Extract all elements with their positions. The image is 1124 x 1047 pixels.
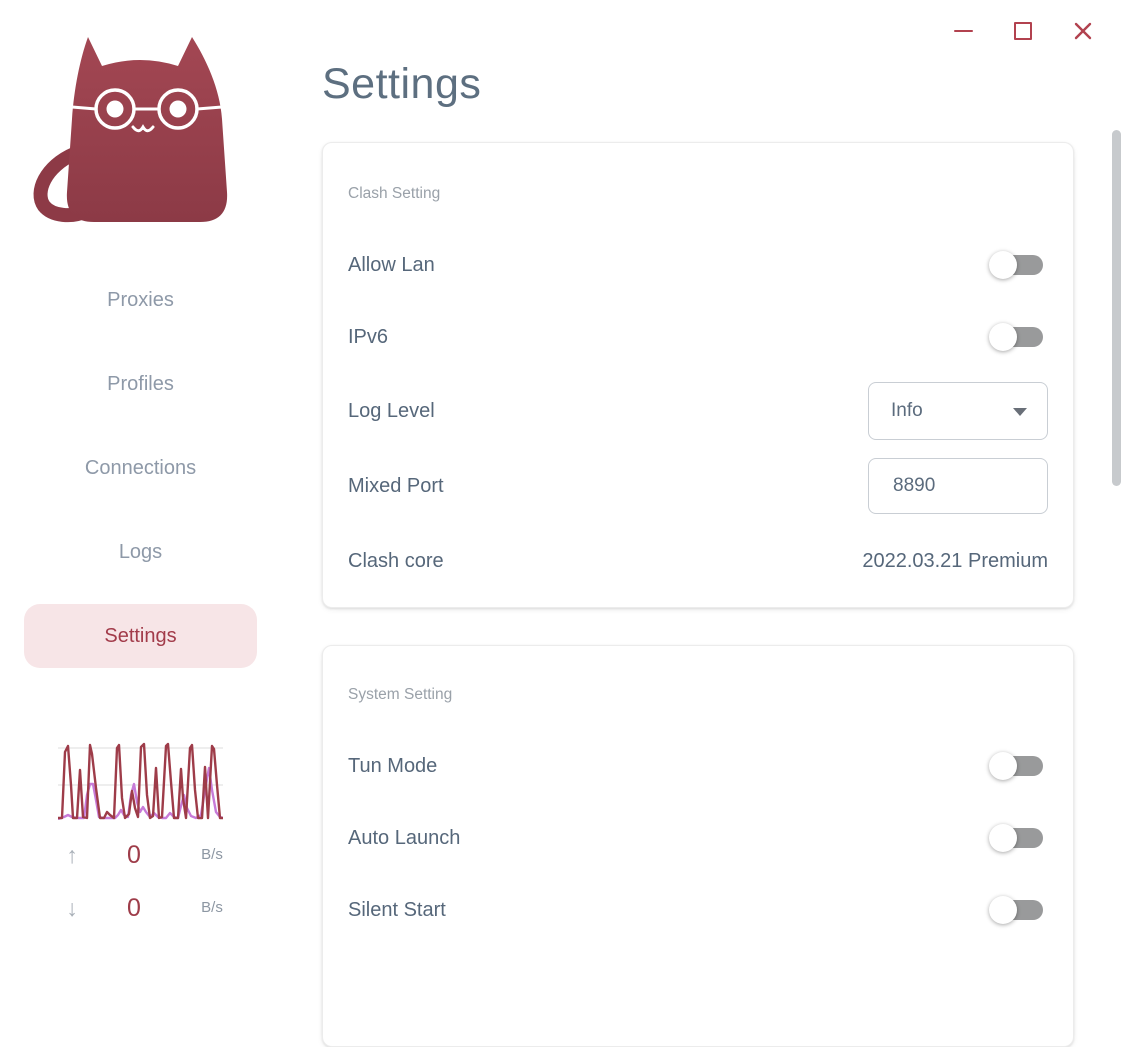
- sidebar-item-label: Settings: [104, 624, 177, 647]
- mixed-port-input[interactable]: [868, 458, 1048, 514]
- switch-knob: [989, 323, 1017, 351]
- ipv6-label: IPv6: [348, 325, 389, 348]
- card-title: Clash Setting: [348, 185, 441, 202]
- download-unit: B/s: [201, 899, 223, 916]
- mixed-port-label: Mixed Port: [348, 474, 444, 497]
- tun-mode-switch[interactable]: [989, 751, 1043, 781]
- sidebar-item-settings[interactable]: Settings: [24, 604, 257, 668]
- system-setting-card: System Setting Tun Mode Auto Launch Sile…: [322, 645, 1074, 1047]
- switch-knob: [989, 251, 1017, 279]
- silent-start-label: Silent Start: [348, 898, 446, 921]
- auto-launch-row: Auto Launch: [348, 808, 1048, 868]
- close-button[interactable]: [1067, 15, 1099, 47]
- switch-knob: [989, 824, 1017, 852]
- traffic-graph: [58, 742, 223, 820]
- close-icon: [1074, 22, 1092, 40]
- cat-logo-icon: [33, 37, 228, 223]
- tun-mode-label: Tun Mode: [348, 754, 438, 777]
- scrollbar-thumb[interactable]: [1112, 130, 1121, 486]
- maximize-button[interactable]: [1007, 15, 1039, 47]
- sidebar-item-connections[interactable]: Connections: [24, 436, 257, 500]
- clash-setting-card: Clash Setting Allow Lan IPv6 Log Level I…: [322, 142, 1074, 608]
- allow-lan-row: Allow Lan: [348, 235, 1048, 295]
- ipv6-switch[interactable]: [989, 322, 1043, 352]
- mixed-port-row: Mixed Port: [348, 456, 1048, 516]
- upload-stat-row: ↑ 0 B/s: [50, 840, 240, 870]
- page-title: Settings: [322, 60, 482, 108]
- sidebar-item-profiles[interactable]: Profiles: [24, 352, 257, 416]
- auto-launch-switch[interactable]: [989, 823, 1043, 853]
- log-level-label: Log Level: [348, 399, 435, 422]
- download-value: 0: [127, 894, 141, 922]
- allow-lan-label: Allow Lan: [348, 253, 435, 276]
- chevron-down-icon: [1013, 408, 1027, 416]
- silent-start-row: Silent Start: [348, 880, 1048, 940]
- sidebar: Proxies Profiles Connections Logs Settin…: [0, 0, 280, 937]
- auto-launch-label: Auto Launch: [348, 826, 461, 849]
- sidebar-item-label: Logs: [118, 540, 163, 563]
- switch-knob: [989, 896, 1017, 924]
- clash-core-label: Clash core: [348, 549, 444, 572]
- sidebar-item-label: Profiles: [107, 372, 174, 395]
- clash-core-row: Clash core 2022.03.21 Premium: [348, 531, 1048, 591]
- sidebar-item-label: Connections: [84, 456, 197, 479]
- minimize-icon: [953, 29, 973, 33]
- clash-core-value: 2022.03.21 Premium: [862, 549, 1048, 572]
- card-title: System Setting: [348, 686, 453, 703]
- allow-lan-switch[interactable]: [989, 250, 1043, 280]
- log-level-select[interactable]: Info: [868, 382, 1048, 440]
- sidebar-item-label: Proxies: [107, 288, 174, 311]
- traffic-down-line: [58, 766, 223, 820]
- minimize-button[interactable]: [947, 15, 979, 47]
- sidebar-item-proxies[interactable]: Proxies: [24, 268, 257, 332]
- silent-start-switch[interactable]: [989, 895, 1043, 925]
- upload-unit: B/s: [201, 846, 223, 863]
- up-arrow-icon: ↑: [66, 842, 78, 868]
- traffic-up-line: [58, 742, 223, 820]
- maximize-icon: [1014, 22, 1032, 40]
- down-arrow-icon: ↓: [66, 895, 78, 921]
- tun-mode-row: Tun Mode: [348, 736, 1048, 796]
- sidebar-item-logs[interactable]: Logs: [24, 520, 257, 584]
- download-stat-row: ↓ 0 B/s: [50, 893, 240, 923]
- switch-knob: [989, 752, 1017, 780]
- log-level-row: Log Level Info: [348, 381, 1048, 441]
- ipv6-row: IPv6: [348, 307, 1048, 367]
- log-level-value: Info: [891, 400, 923, 421]
- upload-value: 0: [127, 841, 141, 869]
